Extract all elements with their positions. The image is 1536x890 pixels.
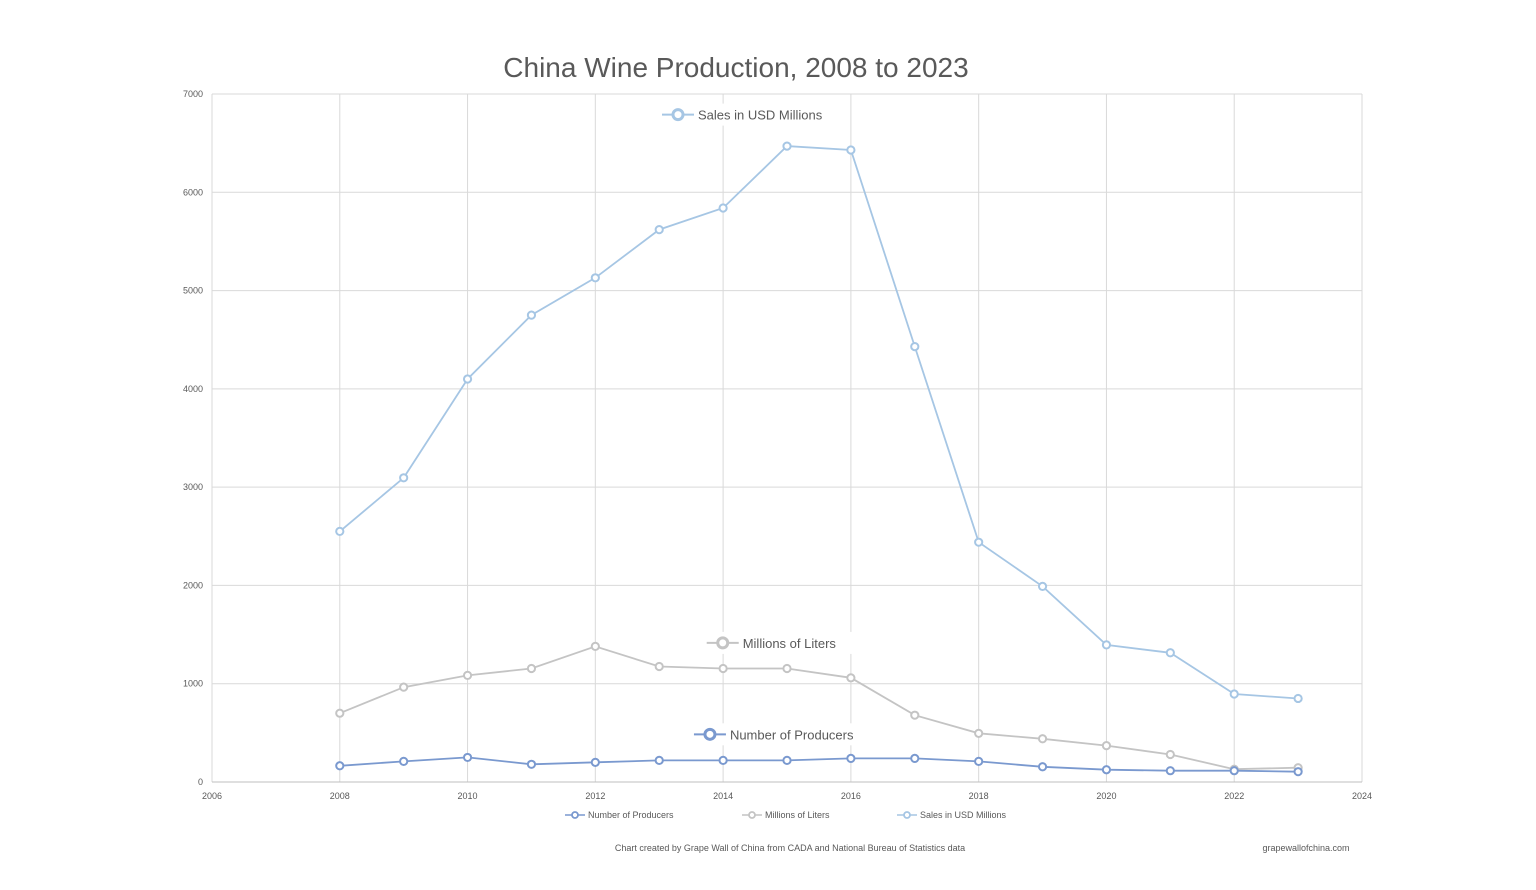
legend-label: Number of Producers bbox=[588, 810, 674, 820]
x-tick-label: 2006 bbox=[202, 791, 222, 801]
data-point bbox=[1101, 765, 1112, 775]
data-point bbox=[910, 341, 920, 352]
chart-credit: Chart created by Grape Wall of China fro… bbox=[615, 843, 965, 853]
data-point bbox=[974, 756, 984, 766]
data-point bbox=[782, 141, 792, 151]
data-point bbox=[1165, 749, 1175, 760]
data-point bbox=[1293, 767, 1303, 777]
data-point bbox=[654, 225, 664, 235]
data-point bbox=[718, 663, 728, 674]
data-point bbox=[1037, 581, 1048, 592]
data-point bbox=[782, 663, 792, 674]
data-point bbox=[654, 755, 664, 765]
x-tick-label: 2022 bbox=[1224, 791, 1244, 801]
data-point bbox=[718, 755, 728, 765]
annotation-label: Sales in USD Millions bbox=[698, 108, 823, 123]
legend-swatch-marker bbox=[748, 811, 756, 819]
legend-swatch-marker bbox=[903, 811, 911, 819]
data-point bbox=[462, 374, 473, 384]
data-point bbox=[1165, 766, 1175, 776]
y-tick-label: 7000 bbox=[183, 89, 203, 99]
x-tick-label: 2016 bbox=[841, 791, 861, 801]
x-tick-label: 2024 bbox=[1352, 791, 1372, 801]
data-point bbox=[335, 761, 345, 771]
annotation-marker bbox=[703, 727, 717, 741]
legend-label: Millions of Liters bbox=[765, 810, 830, 820]
annotations: Sales in USD Millions Millions of Liters N… bbox=[658, 103, 879, 746]
data-point bbox=[846, 673, 856, 683]
y-tick-label: 5000 bbox=[183, 286, 203, 296]
series-line-0 bbox=[339, 756, 1299, 773]
y-tick-label: 1000 bbox=[183, 679, 203, 689]
data-point bbox=[462, 670, 473, 680]
x-tick-label: 2008 bbox=[330, 791, 350, 801]
legend-item[interactable]: Millions of Liters bbox=[742, 810, 830, 820]
annotation-label: Millions of Liters bbox=[743, 636, 837, 651]
data-point bbox=[590, 641, 600, 651]
chart-title: China Wine Production, 2008 to 2023 bbox=[503, 52, 968, 83]
x-tick-label: 2014 bbox=[713, 791, 733, 801]
data-point bbox=[1101, 640, 1112, 650]
data-point bbox=[718, 203, 728, 213]
legend-label: Sales in USD Millions bbox=[920, 810, 1007, 820]
legend-item[interactable]: Sales in USD Millions bbox=[897, 810, 1007, 820]
annotation-marker bbox=[716, 636, 730, 650]
data-point bbox=[526, 663, 537, 674]
data-point bbox=[399, 682, 409, 692]
data-point bbox=[590, 757, 600, 767]
y-tick-label: 0 bbox=[198, 777, 203, 787]
data-point bbox=[846, 753, 856, 764]
axes: 0 1000 2000 3000 4000 5000 6000 7000 2006 2008 201… bbox=[183, 89, 1372, 801]
x-tick-label: 2020 bbox=[1096, 791, 1116, 801]
x-tick-label: 2018 bbox=[969, 791, 989, 801]
data-point bbox=[526, 759, 537, 769]
data-point bbox=[526, 310, 537, 320]
data-point bbox=[1293, 693, 1303, 704]
y-tick-label: 2000 bbox=[183, 580, 203, 590]
data-point bbox=[399, 473, 409, 483]
data-point bbox=[1037, 734, 1048, 744]
y-tick-label: 3000 bbox=[183, 482, 203, 492]
y-tick-label: 6000 bbox=[183, 187, 203, 197]
annotation-bg bbox=[658, 103, 834, 126]
data-point bbox=[782, 755, 792, 765]
data-point bbox=[399, 756, 409, 766]
annotation-label: Number of Producers bbox=[730, 727, 854, 742]
legend[interactable]: Number of Producers Millions of Liters Sal… bbox=[565, 810, 1007, 820]
data-point bbox=[910, 753, 920, 764]
data-point bbox=[1101, 741, 1112, 751]
annotation-marker bbox=[671, 108, 685, 122]
annotation-bg bbox=[702, 631, 879, 654]
grid bbox=[211, 93, 1363, 783]
site-credit: grapewallofchina.com bbox=[1262, 843, 1349, 853]
data-point bbox=[1229, 689, 1239, 699]
series-line-2 bbox=[339, 145, 1299, 700]
legend-item[interactable]: Number of Producers bbox=[565, 810, 674, 820]
series-line-1 bbox=[339, 645, 1299, 771]
data-point bbox=[335, 526, 345, 536]
data-point bbox=[846, 145, 856, 155]
data-point bbox=[1037, 762, 1048, 772]
data-point bbox=[654, 661, 664, 672]
legend-swatch-marker bbox=[571, 811, 579, 819]
data-point bbox=[910, 710, 920, 720]
data-point bbox=[335, 708, 345, 718]
series bbox=[335, 141, 1303, 777]
y-tick-label: 4000 bbox=[183, 384, 203, 394]
data-point bbox=[974, 728, 984, 738]
data-point bbox=[1165, 648, 1175, 658]
data-point bbox=[462, 752, 473, 763]
annotation-bg bbox=[689, 723, 866, 746]
data-point bbox=[1229, 766, 1239, 776]
data-point bbox=[590, 273, 600, 283]
x-tick-label: 2010 bbox=[458, 791, 478, 801]
x-tick-label: 2012 bbox=[585, 791, 605, 801]
data-point bbox=[974, 537, 984, 547]
